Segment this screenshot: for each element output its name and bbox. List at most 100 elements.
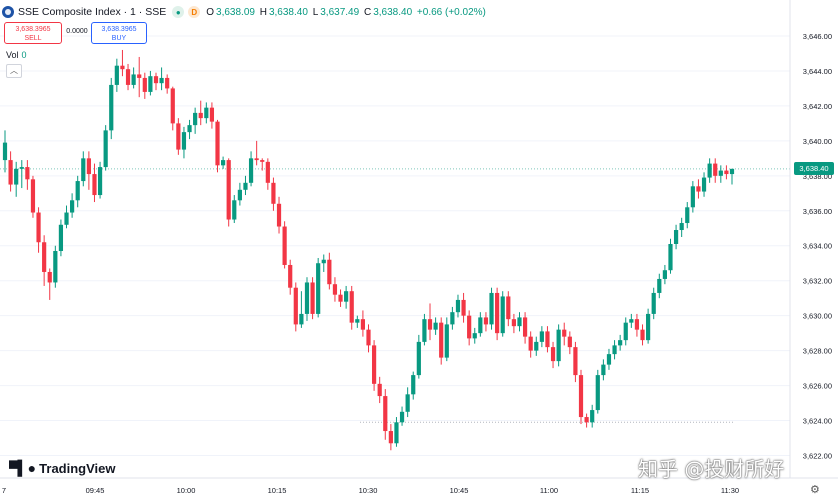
x-tick-label: 10:00 bbox=[177, 486, 196, 495]
buy-button[interactable]: 3,638.3965 BUY bbox=[91, 22, 147, 44]
candle bbox=[282, 221, 287, 269]
candle-body bbox=[578, 375, 584, 418]
candle-body bbox=[282, 226, 287, 265]
candle bbox=[181, 126, 187, 159]
candle bbox=[232, 195, 237, 224]
buy-price: 3,638.3965 bbox=[101, 26, 137, 33]
candle bbox=[316, 257, 321, 318]
candle bbox=[204, 102, 209, 124]
y-tick-label: 3,646.00 bbox=[803, 32, 832, 41]
candle bbox=[187, 119, 192, 140]
candle bbox=[355, 315, 360, 328]
candle-body bbox=[646, 313, 651, 341]
candle-body bbox=[685, 207, 690, 224]
candle bbox=[148, 70, 153, 96]
candle bbox=[623, 317, 628, 346]
x-tick-label: 11:00 bbox=[540, 486, 558, 495]
candle-body bbox=[724, 170, 729, 175]
candle bbox=[137, 56, 142, 98]
delayed-data-icon[interactable]: D bbox=[188, 6, 201, 18]
candle bbox=[489, 287, 494, 330]
sell-button[interactable]: 3,638.3965 SELL bbox=[4, 22, 62, 44]
candle bbox=[427, 303, 433, 341]
candle-body bbox=[478, 317, 483, 334]
x-tick-label: 11:30 bbox=[721, 486, 739, 495]
candle bbox=[539, 326, 544, 348]
candle-body bbox=[14, 168, 19, 185]
candle-body bbox=[75, 181, 80, 201]
candle bbox=[209, 102, 215, 129]
candle-body bbox=[371, 345, 377, 384]
candle-body bbox=[640, 329, 645, 341]
candle-body bbox=[226, 160, 231, 220]
close-value: 3,638.40 bbox=[373, 6, 413, 18]
price-axis[interactable]: 3,646.00 3,644.00 3,642.00 3,640.00 3,638.00… bbox=[789, 0, 832, 478]
candle-body bbox=[125, 69, 131, 85]
candle-body bbox=[321, 259, 326, 264]
candle bbox=[573, 341, 578, 383]
candle bbox=[595, 369, 600, 414]
candle bbox=[310, 277, 315, 320]
candle-body bbox=[472, 333, 477, 339]
candle bbox=[176, 118, 181, 155]
candle bbox=[685, 202, 690, 229]
collapse-legend-button[interactable]: ︿ bbox=[6, 64, 22, 78]
candle bbox=[729, 168, 735, 185]
candle bbox=[2, 130, 8, 173]
time-axis[interactable]: 7 09:45 10:00 10:15 10:30 10:45 11:00 11:15 11:3… bbox=[0, 477, 838, 495]
tradingview-logo[interactable]: ▀▍● TradingView bbox=[9, 460, 116, 477]
market-status-icon[interactable]: ● bbox=[172, 6, 185, 18]
candle-body bbox=[444, 324, 449, 358]
candle-body bbox=[550, 347, 556, 362]
candle-body bbox=[86, 158, 91, 175]
volume-label: Vol bbox=[6, 50, 19, 60]
candle bbox=[545, 326, 550, 353]
candle-body bbox=[198, 112, 203, 119]
candle bbox=[360, 310, 366, 337]
candle-body bbox=[114, 65, 119, 85]
candle-body bbox=[673, 230, 679, 244]
candle-body bbox=[601, 364, 606, 376]
x-tick-label: 10:15 bbox=[268, 486, 287, 495]
volume-legend[interactable]: Vol 0 bbox=[6, 50, 27, 60]
candle-body bbox=[260, 160, 265, 162]
candle bbox=[718, 165, 723, 183]
candle bbox=[8, 151, 13, 192]
x-tick-label: 11:15 bbox=[631, 486, 649, 495]
candle-body bbox=[539, 331, 544, 342]
candle bbox=[114, 58, 119, 92]
candle bbox=[618, 334, 623, 351]
candle bbox=[506, 291, 511, 327]
candle bbox=[120, 49, 125, 77]
candle-body bbox=[131, 74, 136, 85]
symbol-title[interactable]: SSE Composite Index · 1 · SSE bbox=[18, 6, 167, 18]
candle-body bbox=[344, 291, 349, 302]
volume-value: 0 bbox=[21, 50, 27, 60]
candle-body bbox=[109, 84, 114, 131]
candle bbox=[433, 317, 438, 335]
gear-icon[interactable]: ⚙ bbox=[810, 484, 820, 496]
candle-body bbox=[461, 299, 466, 316]
candle bbox=[327, 252, 332, 290]
candle bbox=[254, 140, 259, 166]
candle bbox=[36, 207, 41, 253]
candle-body bbox=[522, 317, 528, 337]
y-tick-label: 3,642.00 bbox=[803, 102, 832, 111]
candle-body bbox=[427, 319, 433, 330]
candle bbox=[713, 158, 718, 183]
candle bbox=[248, 151, 254, 187]
candle bbox=[265, 158, 270, 190]
candle-body bbox=[349, 291, 354, 323]
x-tick-label: 10:45 bbox=[450, 486, 469, 495]
candle bbox=[601, 359, 606, 381]
candle-body bbox=[271, 182, 276, 204]
candle bbox=[606, 348, 612, 370]
candle bbox=[640, 324, 645, 346]
candle bbox=[590, 404, 595, 428]
candle-body bbox=[405, 394, 410, 412]
candle-body bbox=[254, 158, 259, 161]
candle-body bbox=[629, 319, 634, 323]
candle-body bbox=[360, 319, 366, 330]
candle bbox=[165, 74, 170, 94]
